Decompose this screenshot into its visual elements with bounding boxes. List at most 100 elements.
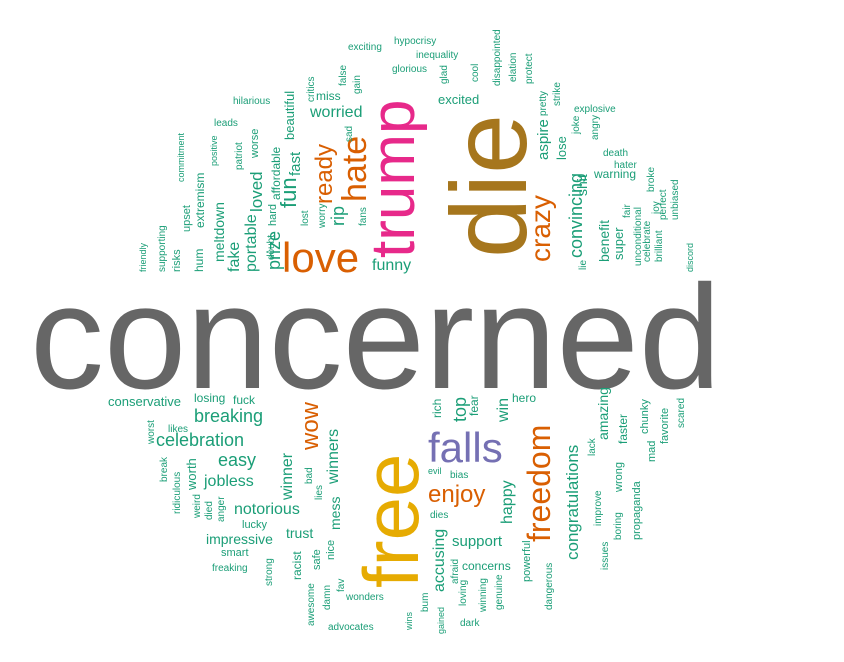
word-protect: protect (524, 53, 535, 84)
word-happy: happy (499, 480, 516, 524)
word-cool: cool (470, 64, 481, 82)
word-lucky: lucky (242, 519, 268, 531)
word-bum: bum (420, 593, 431, 612)
word-winners: winners (325, 429, 342, 485)
word-doubt: doubt (266, 235, 277, 260)
word-worried: worried (309, 104, 362, 121)
word-accusing: accusing (431, 529, 448, 592)
word-love: love (282, 234, 359, 281)
word-hypocrisy: hypocrisy (394, 36, 436, 47)
word-lies: lies (314, 485, 325, 500)
word-angry: angry (590, 115, 601, 140)
word-enjoy: enjoy (428, 481, 485, 508)
word-wow: wow (297, 401, 324, 451)
word-gained: gained (436, 607, 446, 634)
word-fast: fast (287, 151, 304, 176)
word-critics: critics (306, 76, 317, 102)
word-meltdown: meltdown (211, 202, 227, 262)
word-lose: lose (554, 136, 569, 160)
word-worse: worse (249, 129, 261, 159)
word-concerns: concerns (462, 559, 511, 573)
word-sad: sad (344, 126, 355, 142)
word-amazing: amazing (595, 387, 611, 440)
word-broke: broke (646, 167, 657, 192)
word-hard: hard (267, 204, 279, 226)
word-loved: loved (247, 171, 266, 212)
word-worry: worry (317, 204, 328, 229)
word-wins: wins (404, 611, 414, 631)
word-extremism: extremism (193, 173, 207, 228)
word-gain: gain (352, 75, 363, 94)
word-strike: strike (552, 82, 563, 106)
word-false: false (338, 64, 349, 86)
word-ridiculous: ridiculous (172, 472, 183, 514)
word-winning: winning (478, 578, 489, 613)
word-affordable: affordable (269, 147, 283, 200)
word-lie: lie (578, 260, 589, 270)
word-trust: trust (286, 525, 313, 541)
word-funny: funny (372, 257, 411, 274)
word-scared: scared (676, 398, 687, 428)
word-impressive: impressive (206, 531, 273, 547)
word-support: support (452, 533, 503, 550)
word-fake: fake (226, 242, 243, 272)
word-mad: mad (646, 441, 658, 462)
word-risks: risks (171, 249, 183, 272)
word-hater: hater (614, 160, 637, 171)
word-exciting: exciting (348, 42, 382, 53)
word-portable: portable (243, 214, 260, 272)
word-brilliant: brilliant (654, 230, 665, 262)
word-fuck: fuck (233, 393, 256, 407)
word-bias: bias (450, 470, 468, 481)
word-hum: hum (192, 249, 206, 272)
word-miss: miss (316, 89, 341, 103)
word-smart: smart (221, 547, 249, 559)
word-break: break (159, 456, 170, 482)
word-strong: strong (264, 558, 275, 586)
word-likes: likes (168, 424, 188, 435)
word-propaganda: propaganda (631, 480, 643, 540)
word-glad: glad (439, 65, 450, 84)
word-advocates: advocates (328, 622, 374, 633)
word-dark: dark (460, 618, 480, 629)
word-crazy: crazy (525, 195, 556, 262)
word-hilarious: hilarious (233, 96, 270, 107)
word-nice: nice (325, 540, 337, 560)
word-died: died (204, 501, 215, 520)
word-freaking: freaking (212, 563, 248, 574)
word-lack: lack (587, 437, 598, 456)
word-favorite: favorite (659, 408, 671, 444)
word-damn: damn (322, 585, 333, 610)
word-friendly: friendly (138, 242, 148, 272)
word-rich: rich (430, 399, 444, 418)
word-fav: fav (336, 579, 347, 592)
word-notorious: notorious (234, 501, 300, 518)
word-freedom: freedom (521, 425, 557, 542)
word-weird: weird (192, 494, 203, 519)
word-faster: faster (616, 414, 630, 444)
word-dies: dies (430, 510, 448, 521)
word-win: win (495, 398, 512, 423)
word-unconditional: unconditional (633, 207, 644, 266)
word-anger: anger (216, 496, 227, 522)
word-hate: hate (336, 136, 374, 202)
word-bad: bad (304, 467, 315, 484)
word-conservative: conservative (108, 394, 181, 409)
word-joke: joke (571, 115, 582, 135)
word-dangerous: dangerous (544, 563, 555, 610)
word-safe: safe (311, 549, 323, 570)
word-issues: issues (600, 542, 611, 570)
word-discord: discord (685, 243, 695, 272)
word-excited: excited (438, 92, 479, 107)
word-unbiased: unbiased (670, 179, 681, 220)
word-fear: fear (467, 395, 481, 416)
word-afraid: afraid (450, 559, 461, 584)
word-improve: improve (593, 490, 604, 526)
word-disappointed: disappointed (492, 29, 503, 86)
word-super: super (611, 227, 626, 260)
word-racist: racist (290, 551, 304, 580)
word-mess: mess (327, 497, 343, 530)
word-pretty: pretty (538, 91, 549, 116)
word-boring: boring (613, 512, 624, 540)
